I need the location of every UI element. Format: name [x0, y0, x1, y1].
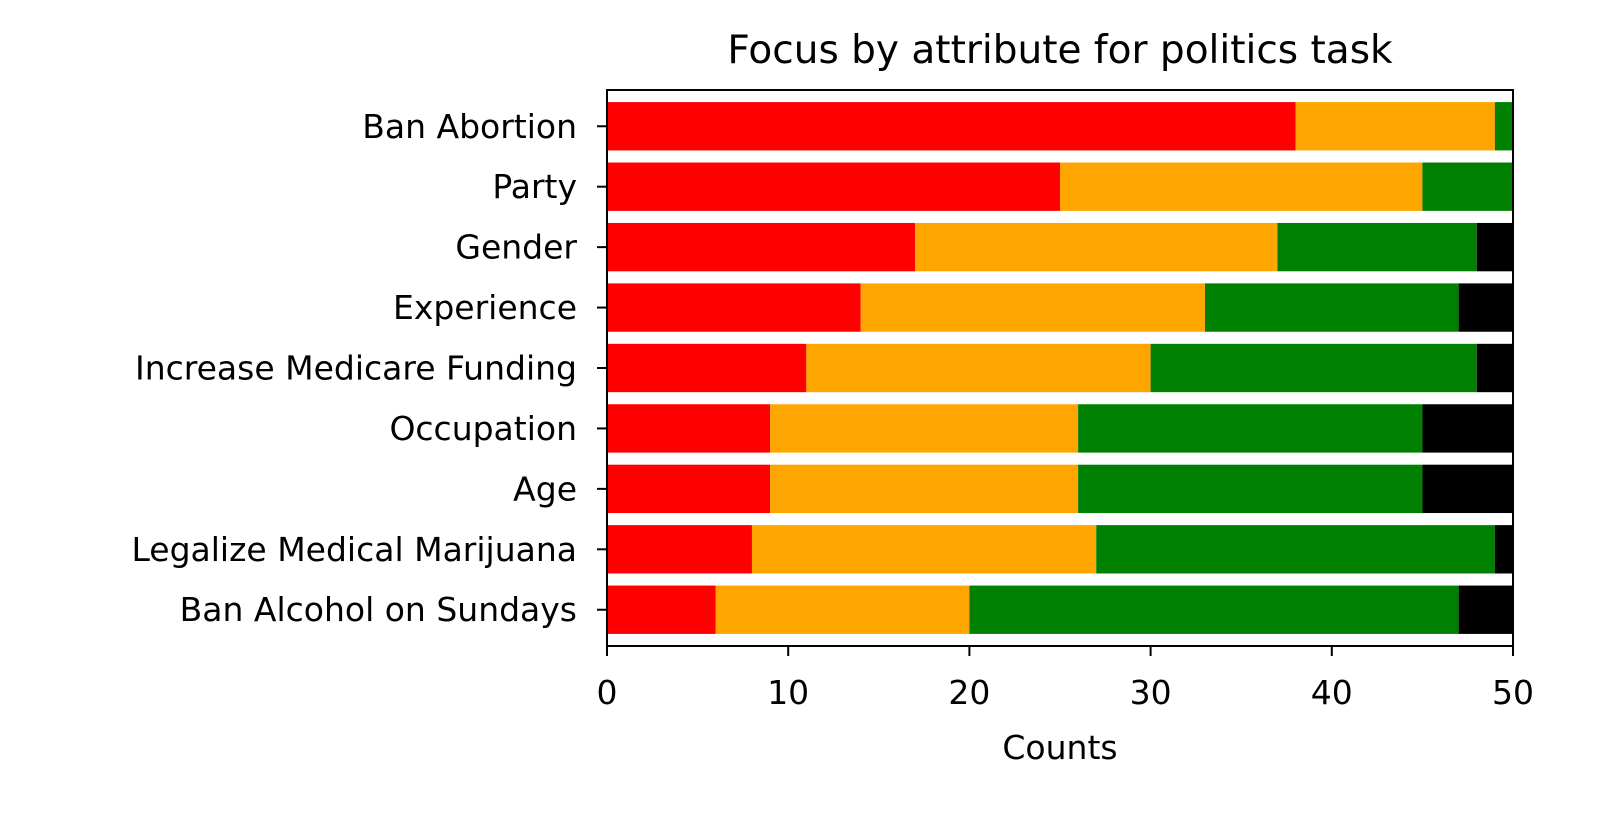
- bar-segment: [607, 343, 807, 393]
- bar-segment: [715, 585, 970, 634]
- bar-segment: [806, 343, 1151, 393]
- bar-segment: [607, 404, 771, 453]
- bar-segment: [1096, 525, 1495, 574]
- x-tick-label: 20: [948, 673, 990, 712]
- plot-frame: [606, 89, 1514, 647]
- y-tick-label: Age: [513, 469, 577, 508]
- x-axis: 0 10 20 30 40 50: [597, 646, 1534, 712]
- x-tick-label: 30: [1130, 673, 1172, 712]
- bar-segment: [607, 102, 1296, 151]
- x-tick-label: 50: [1492, 673, 1534, 712]
- bar-segment: [1277, 222, 1477, 272]
- bar-segment: [915, 222, 1278, 272]
- bar-segment: [1494, 525, 1513, 574]
- bar-segment: [770, 404, 1079, 453]
- bar-segment: [751, 525, 1097, 574]
- y-tick-label: Occupation: [389, 409, 577, 448]
- bar-segment: [1494, 102, 1513, 151]
- y-axis: Ban Abortion Party Gender Experience Increas…: [131, 107, 607, 629]
- x-tick-label: 10: [767, 673, 809, 712]
- bar-segment: [607, 585, 716, 634]
- bar-segment: [1422, 404, 1513, 453]
- bar-segment: [1458, 585, 1513, 634]
- bar-segment: [1422, 162, 1513, 211]
- bar-segment: [969, 585, 1459, 634]
- bar-segment: [607, 525, 752, 574]
- y-tick-label: Legalize Medical Marijuana: [131, 530, 577, 569]
- y-tick-label: Party: [492, 167, 577, 206]
- bar-segment: [1295, 102, 1495, 151]
- bar-segment: [770, 464, 1079, 514]
- x-tick-label: 0: [597, 673, 618, 712]
- bar-segment: [607, 222, 916, 272]
- bar-segment: [860, 283, 1205, 332]
- bar-segment: [1476, 343, 1513, 393]
- y-tick-label: Increase Medicare Funding: [135, 349, 577, 388]
- x-tick-label: 40: [1311, 673, 1353, 712]
- bar-segment: [607, 464, 771, 514]
- bars-layer: [607, 102, 1513, 634]
- x-axis-label: Counts: [1002, 728, 1117, 767]
- y-tick-label: Ban Abortion: [362, 107, 577, 146]
- y-tick-label: Experience: [393, 288, 577, 327]
- bar-segment: [1204, 283, 1459, 332]
- bar-segment: [1060, 162, 1423, 211]
- bar-segment: [1078, 404, 1423, 453]
- y-tick-label: Ban Alcohol on Sundays: [180, 590, 577, 629]
- bar-segment: [1150, 343, 1477, 393]
- y-tick-label: Gender: [455, 228, 577, 267]
- bar-segment: [607, 283, 861, 332]
- bar-segment: [1476, 222, 1513, 272]
- bar-segment: [607, 162, 1060, 211]
- bar-segment: [1078, 464, 1423, 514]
- chart-title: Focus by attribute for politics task: [727, 28, 1393, 73]
- bar-segment: [1422, 464, 1513, 514]
- bar-segment: [1458, 283, 1513, 332]
